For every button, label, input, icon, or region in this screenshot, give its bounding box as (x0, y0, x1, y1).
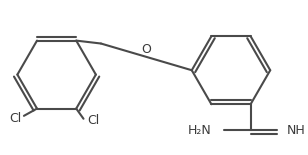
Text: H₂N: H₂N (188, 124, 211, 137)
Text: Cl: Cl (9, 112, 21, 125)
Text: O: O (141, 43, 151, 56)
Text: Cl: Cl (87, 114, 100, 127)
Text: NH: NH (287, 124, 306, 137)
